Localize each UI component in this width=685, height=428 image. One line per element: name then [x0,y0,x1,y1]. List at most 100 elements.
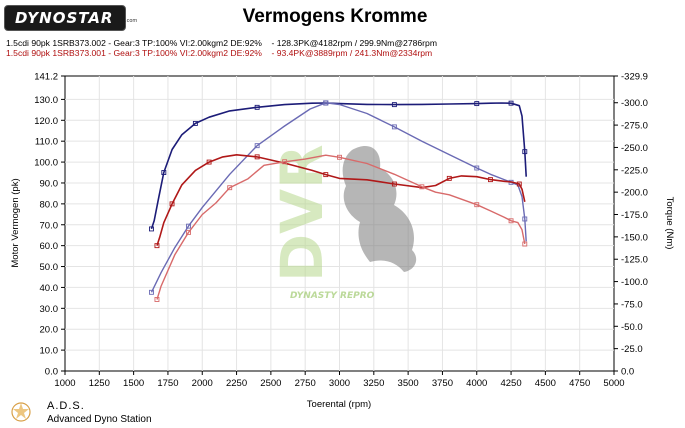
y-tick-label: 120.0 [34,116,58,127]
series-marker-2 [169,201,175,207]
y2-axis-title: Torque (Nm) [664,197,675,250]
y-tick-label: 110.0 [35,137,58,148]
series-marker-2 [154,243,160,249]
x-axis-title: Toerental (rpm) [307,399,371,410]
dynostar-logo: DYNOSTAR .com [4,5,137,31]
x-tick-label: 4500 [535,378,556,389]
series-marker-1 [254,143,260,149]
logo-brand: DYNOSTAR [15,9,114,27]
x-tick-label: 2500 [260,378,281,389]
series-marker-0 [474,101,480,107]
right-axis-ticks: 0.0 -25.0 -50.0 -75.0 -100.0 -125.0 -150.0 -175… [614,72,648,378]
y2-tick-label: -250.0 [621,143,648,154]
y-tick-label: 70.0 [40,220,59,231]
series-line-3 [156,154,526,300]
series-marker-2 [446,175,452,181]
series-marker-0 [192,120,198,126]
watermark-dvr-letters: DVR [268,144,336,282]
series-lines [149,100,528,302]
y-tick-label: 30.0 [40,304,59,315]
series-marker-2 [323,172,329,178]
series-marker-0 [522,149,528,155]
series-marker-0 [161,170,167,175]
series-marker-3 [154,297,160,302]
series-marker-0 [508,100,514,106]
x-tick-label: 5000 [603,378,624,389]
y-tick-label: 20.0 [40,325,59,336]
y-tick-label: 130.0 [34,95,58,106]
series-marker-2 [206,159,212,165]
series-marker-3 [282,159,288,165]
y-axis-title: Motor Vermogen (pk) [10,178,21,267]
y2-tick-label: -75.0 [621,299,643,310]
y-tick-label: 40.0 [40,283,59,294]
y2-tick-label: -100.0 [621,277,648,288]
x-tick-label: 2750 [295,378,316,389]
logo-badge: DYNOSTAR [4,5,126,31]
series-marker-3 [522,241,528,247]
series-marker-1 [391,124,397,130]
x-tick-label: 1250 [89,378,110,389]
y-tick-label: 60.0 [40,241,59,252]
x-tick-label: 2250 [226,378,247,389]
y2-tick-label: -25.0 [621,344,643,355]
y-tick-label: 141.2 [34,72,58,83]
y2-tick-label: 0.0 [621,367,634,378]
y2-tick-label: -150.0 [621,232,648,243]
y2-tick-label: -300.0 [621,98,648,109]
x-tick-label: 4000 [466,378,487,389]
series-marker-1 [186,223,191,229]
series-marker-3 [337,154,342,160]
y2-tick-label: -125.0 [621,255,648,266]
y-tick-label: 80.0 [40,199,59,210]
x-tick-label: 1750 [157,378,178,389]
x-tick-label: 4250 [500,378,521,389]
x-tick-label: 3250 [363,378,384,389]
horse-silhouette [342,146,417,272]
y2-tick-label: -329.9 [621,72,648,83]
series-marker-3 [186,229,191,235]
series-marker-0 [254,104,260,110]
y2-tick-label: -50.0 [621,322,643,333]
x-axis-ticks: 1000 1250 1500 1750 2000 2250 2500 2750 3000 3250… [54,371,625,389]
series-marker-2 [254,154,260,160]
y-tick-label: 90.0 [40,178,59,189]
y-tick-label: 0.0 [45,367,58,378]
ads-emblem-icon [11,402,31,422]
y2-tick-label: -275.0 [621,121,648,132]
y-tick-label: 50.0 [40,262,59,273]
series-marker-3 [508,218,514,224]
series-marker-1 [323,100,329,106]
chart-title: Vermogens Kromme [242,6,428,27]
watermark-text: DYNASTY REPRO [290,291,375,301]
y2-tick-label: -225.0 [621,165,648,176]
series-marker-2 [488,177,493,183]
run-info-2: 1.5cdi 90pk 1SRB373.001 - Gear:3 TP:100%… [6,48,433,58]
series-marker-1 [149,289,154,295]
run-info-1: 1.5cdi 90pk 1SRB373.002 - Gear:3 TP:100%… [6,38,437,48]
series-marker-3 [227,185,233,191]
ads-title: A.D.S. [47,400,85,412]
y2-tick-label: -200.0 [621,188,648,199]
series-marker-3 [474,202,480,208]
x-tick-label: 2000 [192,378,213,389]
series-marker-2 [391,181,397,187]
left-axis-ticks: 0.0 10.0 20.0 30.0 40.0 50.0 60.0 70.0 80.0 90.0 1… [34,72,65,378]
ads-subtitle: Advanced Dyno Station [47,414,152,425]
series-marker-2 [516,181,522,187]
x-tick-label: 3000 [329,378,350,389]
series-marker-0 [391,102,397,108]
x-tick-label: 1000 [54,378,75,389]
x-tick-label: 1500 [123,378,144,389]
x-tick-label: 4750 [569,378,590,389]
logo-suffix: .com [125,18,138,24]
series-marker-3 [419,184,425,190]
series-marker-1 [474,165,480,171]
series-marker-1 [522,216,528,222]
series-line-2 [156,154,526,246]
y-tick-label: 10.0 [40,346,59,357]
series-marker-0 [149,226,154,232]
x-tick-label: 3750 [432,378,453,389]
y-tick-label: 100.0 [34,158,58,169]
